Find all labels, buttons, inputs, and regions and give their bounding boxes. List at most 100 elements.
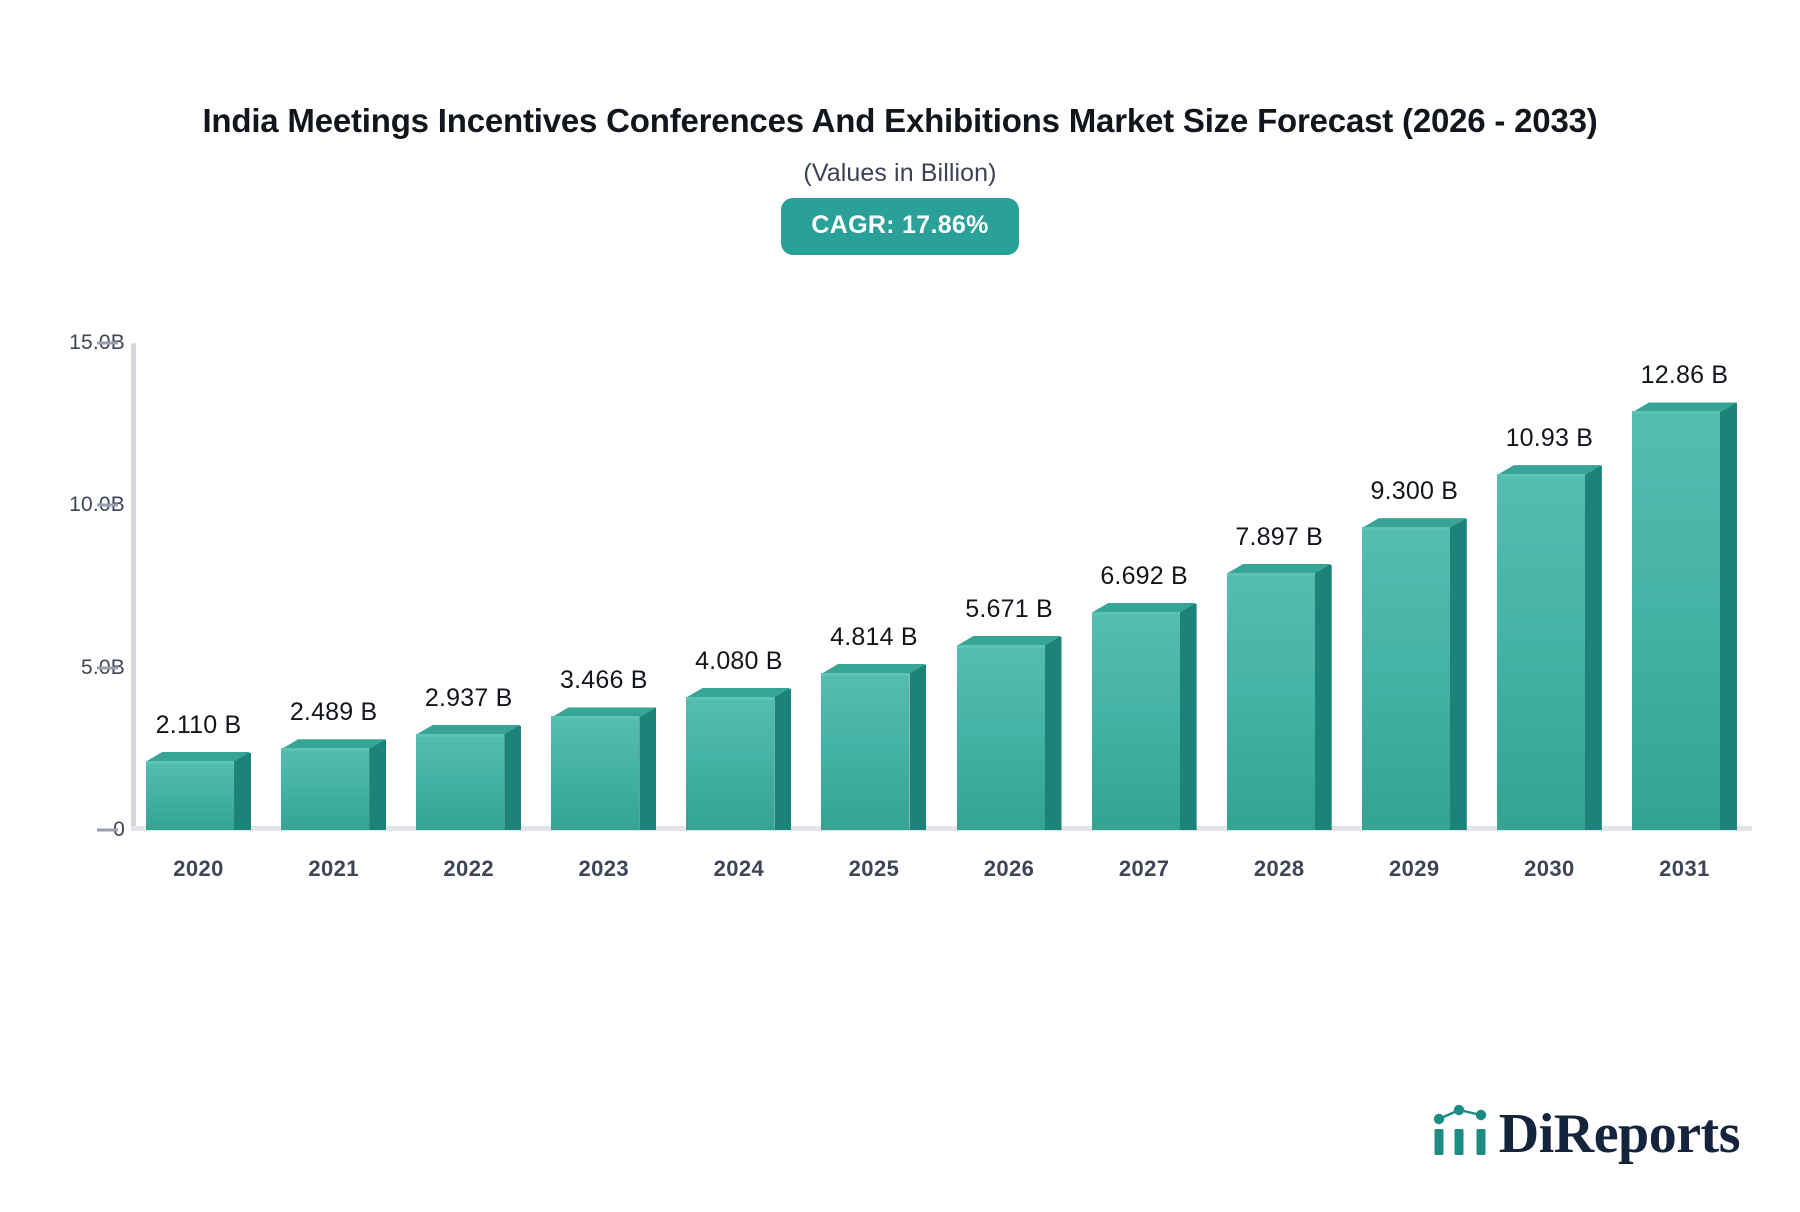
bar-front-face — [956, 645, 1045, 830]
bar-value-label: 9.300 B — [1370, 477, 1459, 506]
bar-front-face — [281, 749, 370, 830]
y-axis-tick-label: 0 — [113, 818, 125, 841]
bar[interactable] — [1361, 527, 1467, 830]
bar[interactable] — [1496, 474, 1602, 830]
bar-top-face — [1362, 518, 1467, 528]
bar-side-face — [909, 664, 927, 830]
bar[interactable] — [821, 672, 927, 830]
bar-top-highlight — [551, 716, 640, 720]
bar-value-label: 4.080 B — [695, 646, 783, 675]
bar[interactable] — [1226, 572, 1332, 830]
bar[interactable] — [1091, 611, 1197, 830]
bar-top-highlight — [416, 733, 505, 737]
bar-side-face — [1314, 564, 1332, 830]
bar-side-face — [774, 688, 792, 830]
bar-front-face — [551, 717, 640, 830]
bar-front-face — [1631, 412, 1720, 830]
x-axis-tick-label: 2024 — [713, 856, 765, 881]
bar-front-face — [686, 697, 775, 830]
bar[interactable] — [956, 644, 1062, 830]
x-axis-tick-label: 2021 — [308, 856, 359, 881]
bar-top-highlight — [1226, 572, 1315, 576]
bar-value-label: 2.937 B — [424, 683, 513, 712]
bar-value-label: 10.93 B — [1505, 424, 1594, 453]
bar-top-face — [551, 707, 656, 717]
bar[interactable] — [281, 748, 387, 830]
bar-top-face — [1497, 465, 1602, 475]
bar-side-face — [1719, 403, 1737, 830]
bar-top-highlight — [821, 672, 910, 676]
bar-top-highlight — [1361, 527, 1450, 531]
bar-value-label: 2.489 B — [289, 698, 378, 727]
bar-side-face — [1179, 603, 1197, 830]
bar-value-label: 6.692 B — [1100, 561, 1188, 590]
bar-top-highlight — [956, 644, 1045, 648]
bar-side-face — [1449, 519, 1467, 830]
bar-side-face — [234, 752, 252, 830]
page-title: India Meetings Incentives Conferences An… — [202, 102, 1598, 139]
bar-top-face — [281, 739, 386, 749]
bar-side-face — [1044, 636, 1062, 830]
bar-value-label: 2.110 B — [155, 710, 242, 739]
bar-top-highlight — [1631, 411, 1720, 415]
bar[interactable] — [1631, 411, 1737, 830]
x-axis-tick-label: 2029 — [1389, 856, 1440, 881]
bar[interactable] — [551, 716, 657, 830]
cagr-badge-wrap: CAGR: 17.86% — [0, 197, 1800, 255]
chart-subtitle: (Values in Billion) — [803, 158, 997, 187]
bar-top-highlight — [281, 748, 370, 752]
x-axis-tick-label: 2022 — [443, 856, 494, 881]
bar-top-highlight — [1091, 611, 1180, 615]
y-axis-tick-label: 10.0B — [69, 493, 125, 517]
bar-front-face — [146, 761, 235, 830]
bar[interactable] — [686, 696, 792, 830]
bar-top-face — [146, 752, 251, 762]
x-axis-tick-label: 2030 — [1524, 856, 1575, 881]
x-axis-tick-label: 2025 — [848, 856, 900, 881]
y-axis-tick-mark — [97, 828, 118, 832]
bar-top-face — [957, 636, 1062, 646]
bar-value-label: 4.814 B — [830, 622, 918, 651]
brand-name: DiReports — [1498, 1102, 1741, 1165]
bar-side-face — [639, 708, 657, 830]
bar-value-label: 3.466 B — [559, 666, 648, 695]
bar-value-label: 12.86 B — [1640, 361, 1729, 390]
bar-side-face — [1584, 466, 1602, 830]
x-axis-tick-label: 2020 — [173, 856, 224, 881]
bar-top-face — [1227, 564, 1332, 574]
x-axis-tick-label: 2026 — [983, 856, 1035, 881]
bar-chart-logo-icon — [1431, 1103, 1493, 1164]
y-axis-tick-mark — [97, 341, 118, 345]
x-axis-tick-label: 2027 — [1118, 856, 1170, 881]
bar-top-face — [416, 725, 521, 735]
bar-side-face — [369, 740, 387, 830]
y-axis-tick-label: 5.0B — [81, 655, 125, 679]
bar[interactable] — [416, 733, 522, 830]
x-axis-tick-label: 2023 — [578, 856, 630, 881]
y-axis-tick-mark — [97, 666, 118, 670]
bar-top-face — [1632, 402, 1737, 412]
bar-front-face — [1226, 573, 1315, 830]
bar-top-highlight — [1496, 474, 1585, 478]
y-axis-tick-label: 15.0B — [69, 331, 125, 354]
bar-top-highlight — [686, 696, 775, 700]
bar-top-face — [686, 688, 791, 698]
y-axis-line — [131, 343, 136, 830]
bar-front-face — [821, 673, 910, 830]
y-axis-tick-mark — [97, 503, 118, 507]
x-axis-tick-label: 2031 — [1659, 856, 1710, 881]
chart-header: India Meetings Incentives Conferences An… — [0, 0, 1800, 255]
bar-top-face — [1092, 603, 1197, 613]
bar-front-face — [1361, 528, 1450, 830]
bar-side-face — [504, 725, 522, 830]
bar-front-face — [416, 734, 505, 830]
x-axis-tick-label: 2028 — [1253, 856, 1305, 881]
x-axis-line — [131, 826, 1752, 831]
bar[interactable] — [146, 760, 252, 830]
bar-value-label: 7.897 B — [1235, 522, 1323, 551]
bar-front-face — [1091, 612, 1180, 830]
bar-value-label: 5.671 B — [965, 594, 1053, 623]
status-badge: CAGR: 17.86% — [781, 197, 1019, 255]
bar-top-highlight — [146, 760, 235, 764]
